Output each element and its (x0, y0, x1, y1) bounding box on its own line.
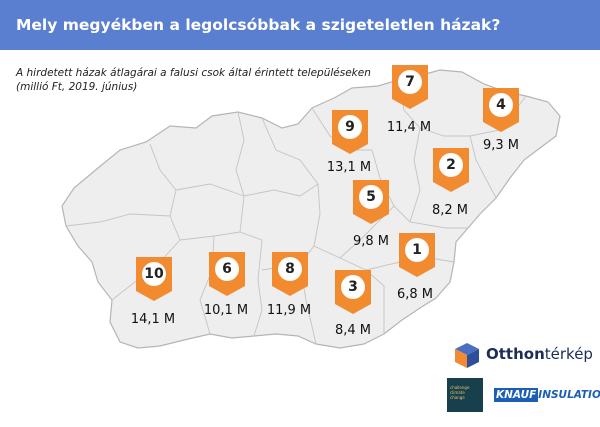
value-label: 11,4 M (386, 120, 432, 135)
marker-shape (433, 148, 469, 192)
marker-rank: 5 (366, 189, 376, 205)
marker-shape (136, 257, 172, 301)
marker-rank: 1 (412, 242, 422, 258)
marker-rank: 8 (285, 261, 295, 277)
value-label: 10,1 M (203, 303, 249, 318)
brand-name-bold: Otthon (486, 345, 545, 363)
marker-shape (209, 252, 245, 296)
knauf-part-1: KNAUF (494, 388, 539, 402)
challenge-line-2: climate (450, 390, 465, 395)
subtitle-line-2: (millió Ft, 2019. június) (16, 81, 138, 93)
marker-rank-4: 4 (483, 88, 519, 134)
marker-rank: 3 (348, 279, 358, 295)
marker-rank: 9 (345, 119, 355, 135)
marker-rank: 2 (446, 157, 456, 173)
challenge-climate-change-logo: challenge climate change (447, 378, 483, 412)
value-label: 9,8 M (352, 234, 390, 249)
marker-shape (335, 270, 371, 314)
otthonterkep-logo: Otthontérkép (452, 340, 593, 370)
marker-rank: 7 (405, 74, 415, 90)
value-label: 13,1 M (326, 160, 372, 175)
value-label: 8,4 M (334, 323, 372, 338)
knauf-part-2: INSULATION (538, 389, 600, 401)
marker-rank-6: 6 (209, 252, 245, 298)
marker-shape (353, 180, 389, 224)
marker-rank: 4 (496, 97, 506, 113)
marker-rank: 6 (222, 261, 232, 277)
brand-wordmark: Otthontérkép (486, 345, 593, 363)
brand-name-light: térkép (544, 345, 593, 363)
marker-rank-5: 5 (353, 180, 389, 226)
subtitle-line-1: A hirdetett házak átlagárai a falusi cso… (16, 67, 371, 79)
marker-shape (272, 252, 308, 296)
marker-rank-7: 7 (392, 65, 428, 111)
marker-rank-9: 9 (332, 110, 368, 156)
marker-rank-8: 8 (272, 252, 308, 298)
challenge-line-3: change (450, 395, 465, 400)
knauf-insulation-logo: KNAUFINSULATION (494, 384, 600, 406)
country-outline (61, 69, 561, 349)
value-label: 9,3 M (482, 138, 520, 153)
page-title: Mely megyékben a legolcsóbbak a szigetel… (0, 0, 600, 50)
value-label: 8,2 M (431, 203, 469, 218)
value-label: 14,1 M (130, 312, 176, 327)
marker-rank-10: 10 (136, 257, 172, 303)
marker-rank-3: 3 (335, 270, 371, 316)
value-label: 6,8 M (396, 287, 434, 302)
marker-rank: 10 (144, 266, 164, 282)
marker-shape (399, 233, 435, 277)
challenge-line-1: challenge (450, 385, 470, 390)
cube-icon (455, 343, 479, 368)
value-label: 11,9 M (266, 303, 312, 318)
marker-shape (332, 110, 368, 154)
marker-shape (483, 88, 519, 132)
marker-rank-2: 2 (433, 148, 469, 194)
marker-rank-1: 1 (399, 233, 435, 279)
marker-shape (392, 65, 428, 109)
map-subtitle: A hirdetett házak átlagárai a falusi cso… (16, 66, 386, 94)
